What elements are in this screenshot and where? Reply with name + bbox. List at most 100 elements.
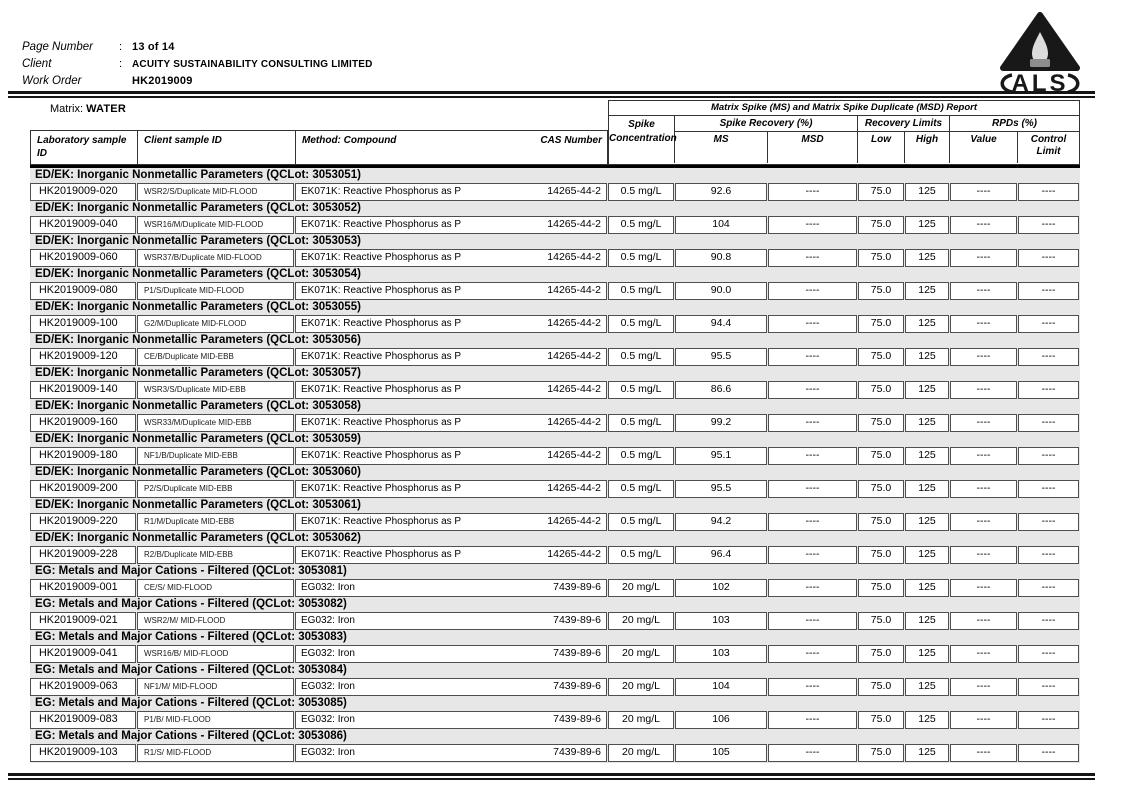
cell-rpd-value: ---- (950, 579, 1017, 597)
als-logo-icon: ALS (1000, 12, 1080, 97)
cell-client-sample-id: CE/S/ MID-FLOOD (137, 579, 294, 597)
cell-cas-number: 14265-44-2 (547, 284, 601, 296)
cell-lab-sample-id: HK2019009-001 (30, 579, 136, 597)
cell-msd-recovery: ---- (768, 447, 857, 465)
cell-lab-sample-id: HK2019009-020 (30, 183, 136, 201)
table-row: HK2019009-060 WSR37/B/Duplicate MID-FLOO… (30, 249, 1080, 267)
table-header-grid: Spike Concentration Spike Recovery (%) R… (608, 116, 1080, 165)
cell-msd-recovery: ---- (768, 579, 857, 597)
table-row: HK2019009-080 P1/S/Duplicate MID-FLOOD E… (30, 282, 1080, 300)
cell-recovery-limit-low: 75.0 (858, 612, 904, 630)
cell-spike-concentration: 20 mg/L (608, 645, 674, 663)
cell-rpd-control-limit: ---- (1018, 183, 1079, 201)
cell-method-cas: EK071K: Reactive Phosphorus as P 14265-4… (295, 249, 607, 267)
cell-cas-number: 14265-44-2 (547, 218, 601, 230)
qc-group-title: ED/EK: Inorganic Nonmetallic Parameters … (35, 400, 361, 412)
qc-group-title: ED/EK: Inorganic Nonmetallic Parameters … (35, 202, 361, 214)
cell-method-cas: EK071K: Reactive Phosphorus as P 14265-4… (295, 282, 607, 300)
cell-client-sample-id: R2/B/Duplicate MID-EBB (137, 546, 294, 564)
qc-group-title: ED/EK: Inorganic Nonmetallic Parameters … (35, 235, 361, 247)
cell-rpd-value: ---- (950, 249, 1017, 267)
client-value: ACUITY SUSTAINABILITY CONSULTING LIMITED (132, 59, 373, 70)
cell-rpd-control-limit: ---- (1018, 282, 1079, 300)
client-row: Client : ACUITY SUSTAINABILITY CONSULTIN… (22, 56, 373, 73)
qc-group-title: EG: Metals and Major Cations - Filtered … (35, 565, 347, 577)
cell-client-sample-id: NF1/B/Duplicate MID-EBB (137, 447, 294, 465)
cell-rpd-control-limit: ---- (1018, 645, 1079, 663)
cell-cas-number: 14265-44-2 (547, 185, 601, 197)
table-body: ED/EK: Inorganic Nonmetallic Parameters … (30, 168, 1080, 763)
cell-rpd-value: ---- (950, 282, 1017, 300)
spike-line2: Concentration (609, 133, 677, 144)
cell-recovery-limit-low: 75.0 (858, 216, 904, 234)
cell-lab-sample-id: HK2019009-180 (30, 447, 136, 465)
cell-ms-recovery: 103 (675, 612, 767, 630)
qc-group-title-row: EG: Metals and Major Cations - Filtered … (30, 597, 1080, 612)
cell-method-cas: EK071K: Reactive Phosphorus as P 14265-4… (295, 315, 607, 333)
cell-spike-concentration: 0.5 mg/L (608, 381, 674, 399)
cell-method-compound: EK071K: Reactive Phosphorus as P (301, 516, 462, 527)
cell-msd-recovery: ---- (768, 513, 857, 531)
column-group-rpds: RPDs (%) (950, 116, 1079, 132)
cell-cas-number: 14265-44-2 (547, 548, 601, 560)
qc-group-title: EG: Metals and Major Cations - Filtered … (35, 730, 347, 742)
cell-spike-concentration: 0.5 mg/L (608, 513, 674, 531)
table-row: HK2019009-228 R2/B/Duplicate MID-EBB EK0… (30, 546, 1080, 564)
cell-client-sample-id: WSR16/B/ MID-FLOOD (137, 645, 294, 663)
column-header-ms: MS (675, 132, 768, 163)
table-row: HK2019009-040 WSR16/M/Duplicate MID-FLOO… (30, 216, 1080, 234)
qc-group-title: ED/EK: Inorganic Nonmetallic Parameters … (35, 466, 361, 478)
cell-rpd-control-limit: ---- (1018, 513, 1079, 531)
cell-recovery-limit-high: 125 (905, 744, 949, 762)
als-logo: ALS (997, 11, 1083, 100)
column-header-client-sample-id: Client sample ID (138, 131, 296, 164)
cell-method-cas: EK071K: Reactive Phosphorus as P 14265-4… (295, 414, 607, 432)
cell-spike-concentration: 0.5 mg/L (608, 480, 674, 498)
cell-ms-recovery: 90.8 (675, 249, 767, 267)
cell-client-sample-id: WSR33/M/Duplicate MID-EBB (137, 414, 294, 432)
cell-rpd-control-limit: ---- (1018, 315, 1079, 333)
cell-rpd-value: ---- (950, 381, 1017, 399)
qc-group-title-row: EG: Metals and Major Cations - Filtered … (30, 663, 1080, 678)
cell-spike-concentration: 20 mg/L (608, 579, 674, 597)
table-header: Matrix Spike (MS) and Matrix Spike Dupli… (30, 100, 1080, 168)
qc-group-title-row: EG: Metals and Major Cations - Filtered … (30, 696, 1080, 711)
cell-ms-recovery: 95.5 (675, 480, 767, 498)
cell-recovery-limit-low: 75.0 (858, 579, 904, 597)
qc-group-title-row: ED/EK: Inorganic Nonmetallic Parameters … (30, 300, 1080, 315)
table-row: HK2019009-001 CE/S/ MID-FLOOD EG032: Iro… (30, 579, 1080, 597)
cell-cas-number: 14265-44-2 (547, 449, 601, 461)
cell-cas-number: 14265-44-2 (547, 383, 601, 395)
cell-spike-concentration: 0.5 mg/L (608, 183, 674, 201)
qc-group-title: EG: Metals and Major Cations - Filtered … (35, 664, 347, 676)
qc-group-title: ED/EK: Inorganic Nonmetallic Parameters … (35, 532, 361, 544)
cell-recovery-limit-low: 75.0 (858, 678, 904, 696)
cell-rpd-control-limit: ---- (1018, 546, 1079, 564)
cell-recovery-limit-high: 125 (905, 183, 949, 201)
cell-cas-number: 14265-44-2 (547, 515, 601, 527)
cell-method-cas: EG032: Iron 7439-89-6 (295, 579, 607, 597)
matrix-label: Matrix: (50, 103, 83, 115)
cell-msd-recovery: ---- (768, 249, 857, 267)
column-group-recovery-limits: Recovery Limits (%) (858, 116, 950, 132)
cell-lab-sample-id: HK2019009-060 (30, 249, 136, 267)
cell-rpd-value: ---- (950, 744, 1017, 762)
table-header-right: Matrix Spike (MS) and Matrix Spike Dupli… (608, 100, 1080, 165)
cell-msd-recovery: ---- (768, 744, 857, 762)
cell-cas-number: 7439-89-6 (553, 713, 601, 725)
cell-recovery-limit-high: 125 (905, 711, 949, 729)
table-header-thick-rule (30, 165, 1080, 168)
cell-method-compound: EK071K: Reactive Phosphorus as P (301, 384, 462, 395)
work-order-value: HK2019009 (132, 75, 193, 87)
cell-client-sample-id: WSR16/M/Duplicate MID-FLOOD (137, 216, 294, 234)
qc-group-title-row: ED/EK: Inorganic Nonmetallic Parameters … (30, 168, 1080, 183)
page-number-separator: : (119, 41, 123, 53)
cell-method-cas: EG032: Iron 7439-89-6 (295, 711, 607, 729)
cell-msd-recovery: ---- (768, 216, 857, 234)
logo-burner-shape (1030, 59, 1050, 67)
cas-number-label: CAS Number (540, 135, 602, 146)
cell-rpd-value: ---- (950, 711, 1017, 729)
cell-method-cas: EK071K: Reactive Phosphorus as P 14265-4… (295, 381, 607, 399)
method-compound-label: Method: Compound (302, 135, 397, 146)
cell-recovery-limit-low: 75.0 (858, 513, 904, 531)
